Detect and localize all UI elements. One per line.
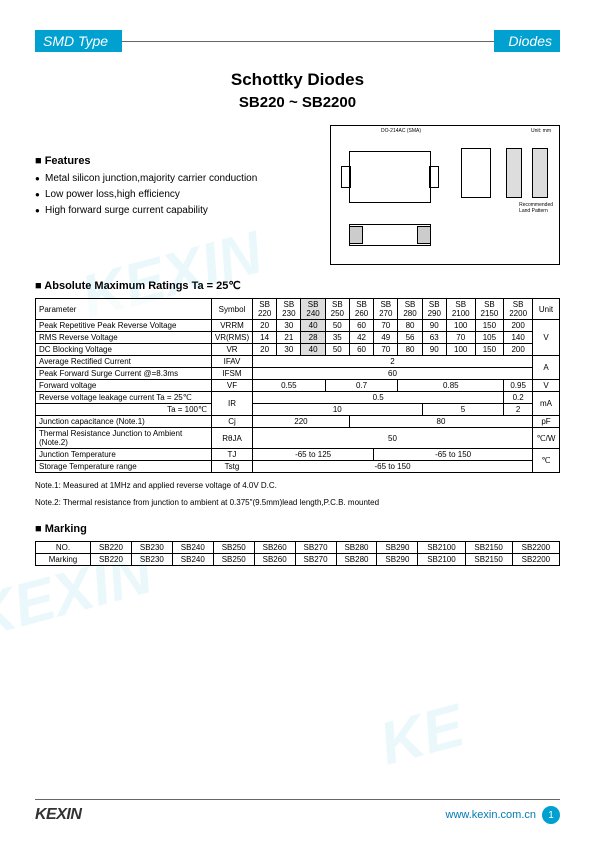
table-row: Peak Repetitive Peak Reverse VoltageVRRM… (36, 320, 560, 332)
marking-label: NO. (36, 542, 91, 554)
header-divider (122, 41, 494, 42)
header-left: SMD Type (35, 30, 122, 52)
table-row: Parameter Symbol SB 220 SB 230 SB 240 SB… (36, 299, 560, 320)
page-number: 1 (542, 806, 560, 824)
subtitle: SB220 ~ SB2200 (35, 94, 560, 111)
col-header: Parameter (36, 299, 212, 320)
ratings-table: Parameter Symbol SB 220 SB 230 SB 240 SB… (35, 298, 560, 473)
footer: KEXIN www.kexin.com.cn 1 (35, 799, 560, 824)
feature-item: Metal silicon junction,majority carrier … (35, 173, 318, 184)
diagram-pad (417, 226, 431, 244)
diagram-label: DO-214AC (SMA) (381, 128, 421, 134)
col-header: SB 240 (301, 299, 325, 320)
ratings-heading: ■ Absolute Maximum Ratings Ta = 25℃ (35, 279, 560, 292)
table-row: Peak Forward Surge Current @=8.3msIFSM60 (36, 368, 560, 380)
diagram-rec-label: Recommended Land Pattern (519, 202, 553, 214)
diagram-landpattern (506, 148, 546, 196)
col-header: Unit (533, 299, 560, 320)
diagram-lead (429, 166, 439, 188)
col-header: SB 2200 (504, 299, 533, 320)
marking-heading: ■ Marking (35, 523, 560, 535)
table-row: Junction capacitance (Note.1)Cj22080pF (36, 416, 560, 428)
diagram-pad (349, 226, 363, 244)
table-row: Average Rectified CurrentIFAV2A (36, 356, 560, 368)
table-row: Marking SB220SB230SB240SB250SB260SB270SB… (36, 554, 560, 566)
note: Note.1: Measured at 1MHz and applied rev… (35, 481, 560, 490)
marking-label: Marking (36, 554, 91, 566)
feature-item: Low power loss,high efficiency (35, 189, 318, 200)
features-block: ■ Features Metal silicon junction,majori… (35, 125, 318, 265)
header-bar: SMD Type Diodes (35, 30, 560, 52)
note: Note.2: Thermal resistance from junction… (35, 498, 560, 507)
diagram-lead (341, 166, 351, 188)
marking-table: NO. SB220SB230SB240SB250SB260SB270SB280S… (35, 541, 560, 566)
datasheet-page: KEXIN KEXIN KE SMD Type Diodes Schottky … (0, 0, 595, 842)
diagram-body (349, 151, 431, 203)
col-header: SB 220 (253, 299, 277, 320)
table-row: NO. SB220SB230SB240SB250SB260SB270SB280S… (36, 542, 560, 554)
col-header: SB 2150 (475, 299, 504, 320)
table-row: Forward voltageVF0.550.70.850.95V (36, 380, 560, 392)
col-header: SB 2100 (446, 299, 475, 320)
col-header: SB 270 (374, 299, 398, 320)
feature-item: High forward surge current capability (35, 205, 318, 216)
features-diagram-row: ■ Features Metal silicon junction,majori… (35, 125, 560, 265)
logo: KEXIN (35, 806, 81, 824)
table-row: Storage Temperature rangeTstg-65 to 150 (36, 461, 560, 473)
package-diagram: DO-214AC (SMA) Unit: mm Recommended Land… (330, 125, 560, 265)
header-right: Diodes (494, 30, 560, 52)
diagram-unit: Unit: mm (531, 128, 551, 134)
table-row: Reverse voltage leakage current Ta = 25℃… (36, 392, 560, 404)
table-row: Junction TemperatureTJ-65 to 125-65 to 1… (36, 449, 560, 461)
table-row: Thermal Resistance Junction to Ambient (… (36, 428, 560, 449)
table-row: DC Blocking VoltageVR2030405060708090100… (36, 344, 560, 356)
diagram-side (461, 148, 491, 198)
watermark: KE (372, 690, 470, 778)
col-header: SB 260 (349, 299, 373, 320)
col-header: Symbol (212, 299, 253, 320)
col-header: SB 230 (277, 299, 301, 320)
features-heading: ■ Features (35, 155, 318, 167)
table-row: RMS Reverse VoltageVR(RMS)14212835424956… (36, 332, 560, 344)
title: Schottky Diodes (35, 70, 560, 90)
col-header: SB 250 (325, 299, 349, 320)
table-row: Ta = 100℃1052 (36, 404, 560, 416)
footer-url: www.kexin.com.cn (446, 809, 536, 821)
col-header: SB 280 (398, 299, 422, 320)
col-header: SB 290 (422, 299, 446, 320)
